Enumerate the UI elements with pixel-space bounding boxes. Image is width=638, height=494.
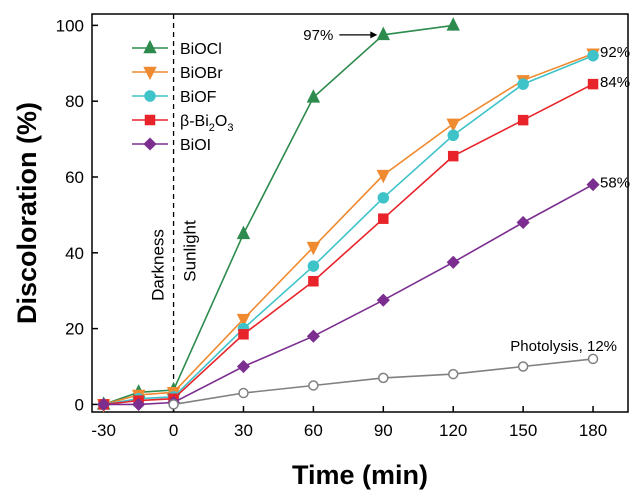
legend-label: BiOBr [180,65,223,82]
x-tick-label: 0 [169,421,178,440]
legend-marker [143,66,157,81]
data-point-bioi [376,293,390,307]
data-point-bioi [516,215,530,230]
y-tick-label: 40 [65,244,84,263]
plot-border [91,13,629,413]
data-point-bioi [236,359,251,374]
x-tick-label: 90 [374,421,393,440]
x-tick-label: 120 [439,421,467,440]
annotation-label: Photolysis, 12% [510,338,617,355]
data-point-photolysis [378,372,389,384]
data-point-photolysis [517,361,529,372]
data-point--bi2o3 [378,213,389,224]
data-point-photolysis [168,399,179,410]
x-tick-label: 150 [509,421,537,440]
data-point-bioi [132,397,146,411]
data-point-photolysis [308,380,319,391]
data-point-biobr [306,241,321,256]
series--bi2o3 [98,78,599,410]
legend-item-biobr: BiOBr [132,65,223,82]
legend-marker [143,137,157,151]
y-axis-ticks: 0 20 40 60 80 100 [56,16,98,414]
x-tick-label: 30 [234,421,253,440]
annotation-arrowhead [370,31,378,39]
data-point-bioi [97,397,111,411]
series-photolysis [168,353,599,410]
legend-label: BiOI [180,137,211,154]
data-point-photolysis [587,353,599,365]
data-point--bi2o3 [447,150,459,162]
legend-label: BiOF [180,89,217,106]
data-point--bi2o3 [238,329,249,340]
legend: BiOCl BiOBr BiOF β-Bi2O3 BiOI [132,39,233,154]
plot-frame [91,13,629,413]
darkness-sunlight-divider: Darkness Sunlight [149,14,200,412]
series-line--bi2o3 [103,83,594,406]
data-point--bi2o3 [308,275,319,287]
y-tick-label: 80 [65,92,84,111]
sunlight-label: Sunlight [181,220,200,282]
annotation-label: 58% [600,175,630,192]
data-point-biof [517,78,529,90]
series-group [96,17,600,413]
annotation-label: 92% [600,44,630,61]
data-point-bioi [586,178,600,192]
data-point-bioi [446,255,460,269]
legend-label: BiOCl [180,41,222,58]
x-axis-ticks: -30 0 30 60 90 120 150 180 [91,406,607,440]
data-point-biof [587,49,599,62]
data-point--bi2o3 [517,114,529,126]
x-axis-title: Time (min) [292,460,428,490]
annotation-label: 97% [303,27,333,44]
series-biocl [96,17,460,410]
x-tick-label: 60 [304,421,323,440]
annotation-label: 84% [600,74,630,91]
y-tick-label: 100 [56,16,84,35]
data-point--bi2o3 [587,78,599,90]
data-point-biof [307,260,320,272]
y-tick-label: 60 [65,168,84,187]
y-tick-label: 0 [75,395,84,414]
legend-item-biof: BiOF [132,89,217,106]
legend-marker [144,114,156,126]
series-line-biocl [103,24,454,406]
data-point-biobr [236,313,251,328]
data-point-biocl [376,26,391,41]
y-axis-title: Discoloration (%) [12,102,42,324]
annotations-group: 97% 92% 84% 58% Photolysis, 12% [303,27,630,355]
legend-marker [144,90,156,102]
data-point-photolysis [238,387,249,399]
x-tick-label: -30 [91,421,116,440]
darkness-label: Darkness [149,229,168,301]
data-point-biobr [376,169,391,184]
y-tick-label: 20 [65,320,84,339]
legend-item--bi2o3: β-Bi2O3 [132,113,233,134]
data-point-bioi [306,329,320,343]
x-tick-label: 180 [579,421,607,440]
legend-item-biocl: BiOCl [132,39,222,58]
series-line-bioi [103,183,594,406]
legend-label: β-Bi2O3 [180,113,233,134]
legend-marker [143,39,157,54]
data-point-biocl [306,89,321,103]
data-point-biof [447,129,459,142]
legend-item-bioi: BiOI [132,137,211,154]
series-bioi [97,178,600,411]
data-point-biocl [446,17,460,31]
data-point-photolysis [447,368,459,380]
data-point-biocl [236,225,251,240]
data-point-biof [377,192,390,204]
data-point-biobr [446,118,460,133]
